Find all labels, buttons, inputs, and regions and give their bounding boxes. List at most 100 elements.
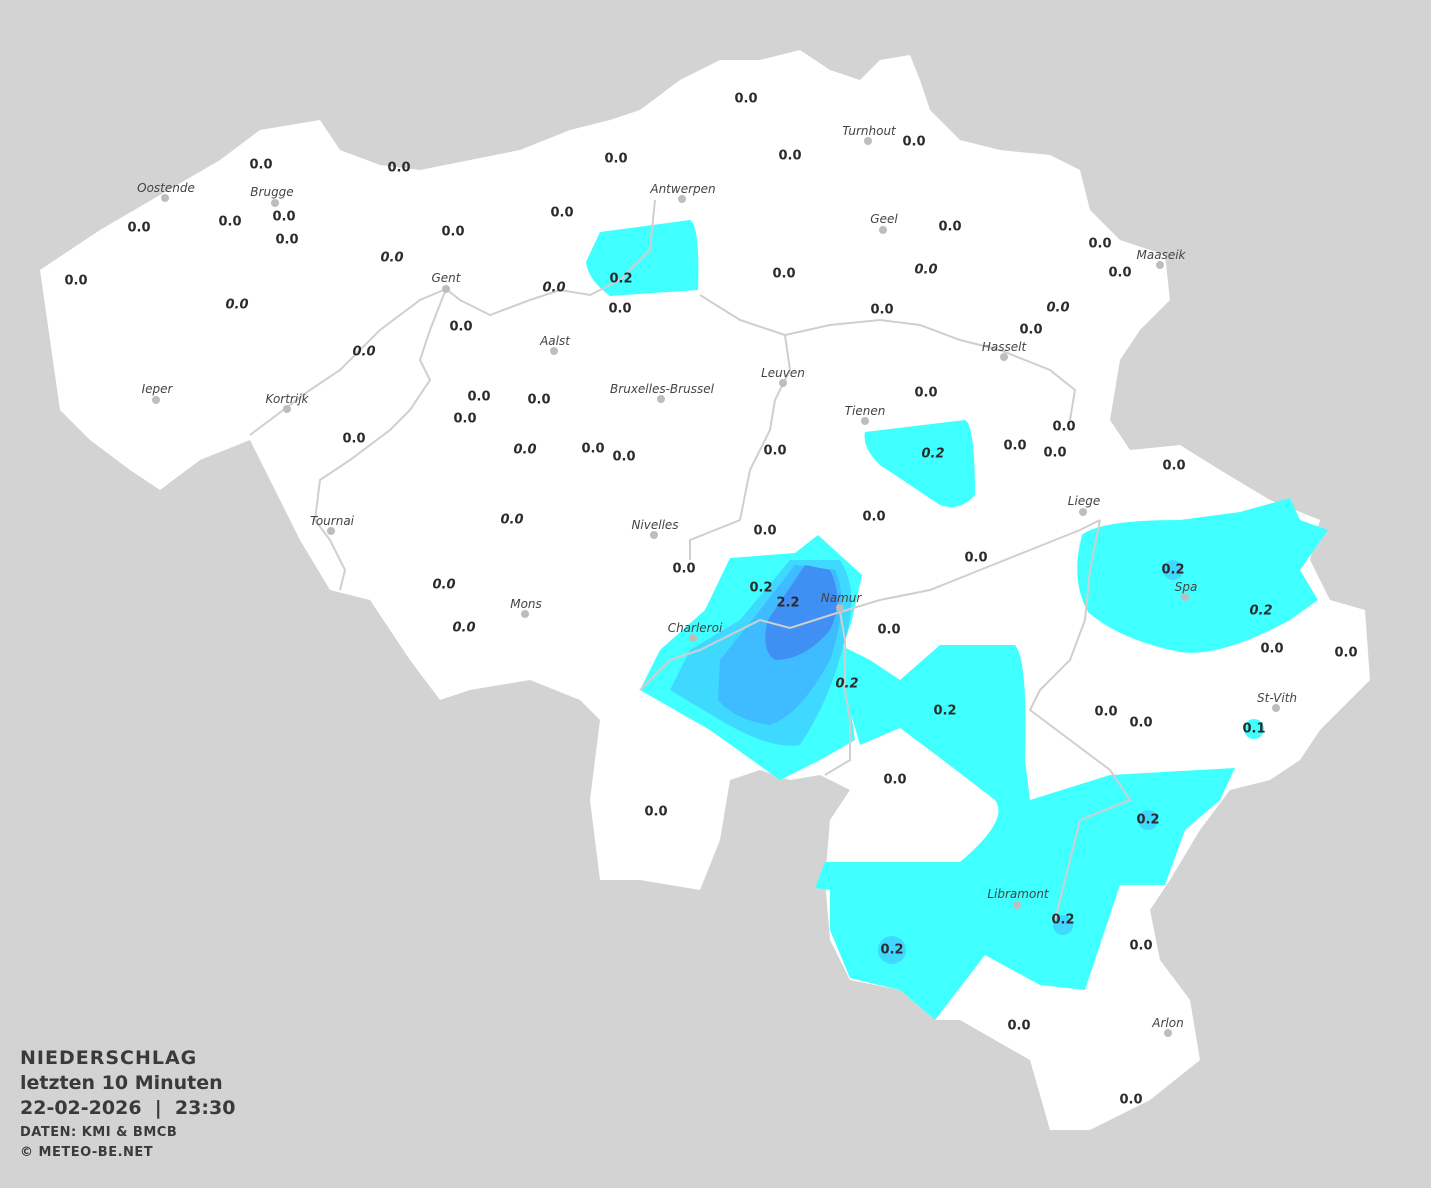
station-value: 0.1 bbox=[1242, 722, 1265, 737]
city-label: Liege bbox=[1068, 494, 1100, 508]
station-value: 0.0 bbox=[883, 773, 906, 788]
city-dot bbox=[650, 531, 658, 539]
city-markers: Oostende Brugge Antwerpen Turnhout Geel … bbox=[137, 124, 1297, 1037]
precip-area-central-heavy bbox=[765, 565, 838, 660]
station-value: 0.0 bbox=[1043, 446, 1066, 461]
city-label: Tienen bbox=[845, 404, 886, 418]
precipitation-areas bbox=[586, 220, 1328, 1020]
station-value: 0.0 bbox=[249, 158, 272, 173]
station-value: 0.0 bbox=[1108, 266, 1131, 281]
station-value: 0.0 bbox=[1129, 716, 1152, 731]
station-value: 0.0 bbox=[441, 225, 464, 240]
city-dot bbox=[657, 395, 665, 403]
legend-datetime: 22-02-2026 | 23:30 bbox=[20, 1097, 236, 1119]
city-dot bbox=[678, 195, 686, 203]
city-dot bbox=[271, 199, 279, 207]
station-value: 0.0 bbox=[467, 390, 490, 405]
station-value: 0.0 bbox=[964, 551, 987, 566]
station-value: 0.0 bbox=[272, 210, 295, 225]
station-value: 0.0 bbox=[1046, 301, 1069, 316]
city-label: Spa bbox=[1175, 580, 1198, 594]
station-value: 0.0 bbox=[453, 412, 476, 427]
station-value: 0.0 bbox=[275, 233, 298, 248]
station-value: 0.0 bbox=[914, 263, 937, 278]
city-dot bbox=[161, 194, 169, 202]
station-value: 0.0 bbox=[1007, 1019, 1030, 1034]
station-value: 0.0 bbox=[734, 92, 757, 107]
station-value: 2.2 bbox=[776, 596, 799, 611]
river-dyle bbox=[689, 318, 1077, 560]
station-value: 0.2 bbox=[1136, 813, 1159, 828]
station-value: 0.0 bbox=[877, 623, 900, 638]
station-value: 0.0 bbox=[772, 267, 795, 282]
station-value: 0.0 bbox=[938, 220, 961, 235]
station-value: 0.0 bbox=[225, 298, 248, 313]
city-dot bbox=[283, 405, 291, 413]
city-label: Mons bbox=[510, 597, 542, 611]
city-dot bbox=[861, 417, 869, 425]
station-value: 0.0 bbox=[513, 443, 536, 458]
city-dot bbox=[521, 610, 529, 618]
precip-spot bbox=[1138, 810, 1158, 830]
station-value: 0.0 bbox=[432, 578, 455, 593]
city-dot bbox=[1181, 593, 1189, 601]
station-value: 0.0 bbox=[604, 152, 627, 167]
station-value: 0.0 bbox=[672, 562, 695, 577]
city-dot bbox=[779, 379, 787, 387]
precip-area-south bbox=[815, 640, 1235, 1020]
station-value: 0.0 bbox=[550, 206, 573, 221]
city-label: St-Vith bbox=[1257, 691, 1297, 705]
station-value: 0.2 bbox=[933, 704, 956, 719]
city-label: Aalst bbox=[539, 334, 571, 348]
station-value: 0.0 bbox=[452, 621, 475, 636]
city-label: Brugge bbox=[250, 185, 293, 199]
city-label: Arlon bbox=[1151, 1016, 1183, 1030]
precip-area-tienen bbox=[864, 420, 975, 508]
river-meuse-south bbox=[824, 611, 851, 776]
station-values: 0.0 0.0 0.0 0.0 0.0 0.0 0.0 0.0 0.0 0.0 … bbox=[64, 92, 1357, 1108]
station-value: 0.0 bbox=[500, 513, 523, 528]
city-dot bbox=[1079, 508, 1087, 516]
station-value: 0.0 bbox=[1260, 642, 1283, 657]
precip-area-stvith bbox=[1244, 719, 1264, 739]
river-ourthe bbox=[1028, 519, 1132, 921]
station-value: 0.0 bbox=[64, 274, 87, 289]
station-value: 0.0 bbox=[914, 386, 937, 401]
city-label: Libramont bbox=[987, 887, 1050, 901]
city-dot bbox=[1272, 704, 1280, 712]
station-value: 0.2 bbox=[1161, 563, 1184, 578]
station-value: 0.0 bbox=[449, 320, 472, 335]
station-value: 0.2 bbox=[1249, 604, 1272, 619]
station-value: 0.0 bbox=[1162, 459, 1185, 474]
legend-title: NIEDERSCHLAG bbox=[20, 1047, 198, 1069]
city-dot bbox=[879, 226, 887, 234]
station-value: 0.2 bbox=[749, 581, 772, 596]
station-value: 0.2 bbox=[921, 447, 944, 462]
station-value: 0.0 bbox=[1052, 420, 1075, 435]
city-dot bbox=[327, 527, 335, 535]
city-label: Tournai bbox=[310, 514, 355, 528]
station-value: 0.0 bbox=[763, 444, 786, 459]
station-value: 0.0 bbox=[1003, 439, 1026, 454]
legend-source: DATEN: KMI & BMCB bbox=[20, 1125, 178, 1140]
station-value: 0.0 bbox=[902, 135, 925, 150]
river-schelde bbox=[249, 199, 656, 436]
city-label: Leuven bbox=[761, 366, 805, 380]
station-value: 0.0 bbox=[612, 450, 635, 465]
river-dender bbox=[313, 288, 447, 591]
city-label: Charleroi bbox=[668, 621, 723, 635]
station-value: 0.0 bbox=[581, 442, 604, 457]
city-dot bbox=[1164, 1029, 1172, 1037]
station-value: 0.0 bbox=[753, 524, 776, 539]
city-dot bbox=[1013, 901, 1021, 909]
station-value: 0.0 bbox=[527, 393, 550, 408]
station-value: 0.0 bbox=[1094, 705, 1117, 720]
station-value: 0.0 bbox=[1019, 323, 1042, 338]
city-label: Hasselt bbox=[982, 340, 1028, 354]
city-dot bbox=[864, 137, 872, 145]
city-dot bbox=[836, 604, 844, 612]
station-value: 0.0 bbox=[218, 215, 241, 230]
city-dot bbox=[1156, 261, 1164, 269]
